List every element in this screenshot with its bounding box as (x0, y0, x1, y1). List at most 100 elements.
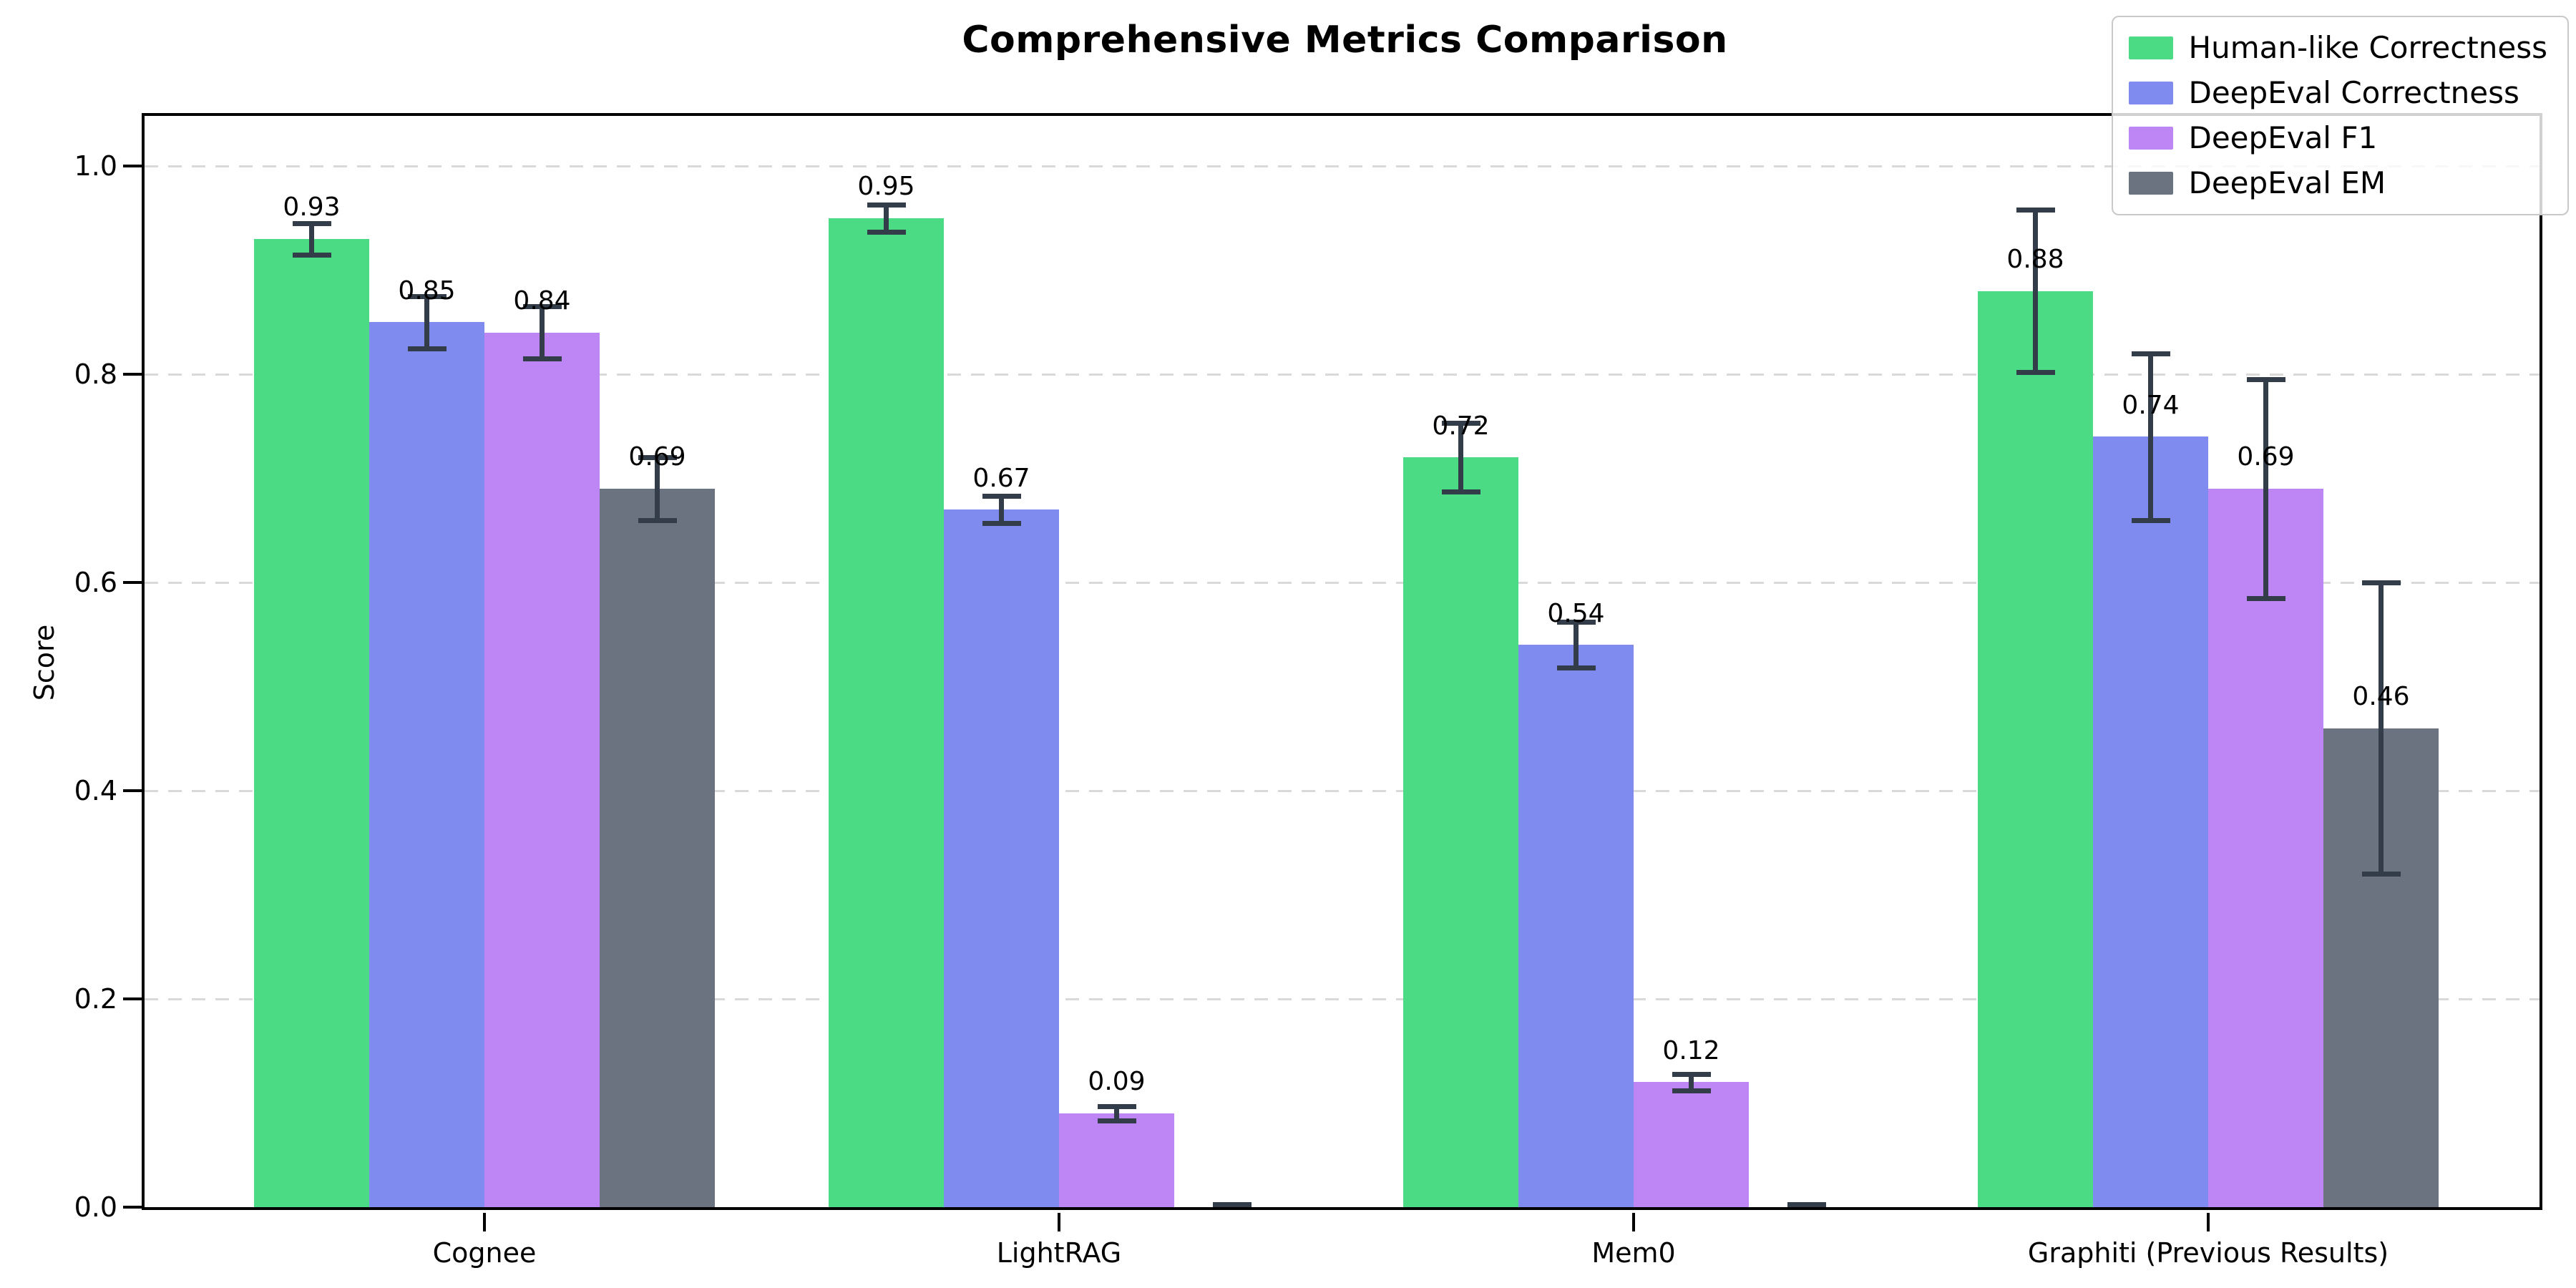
gridline-0.8 (145, 373, 2540, 376)
bar-value-label: 0.46 (2352, 682, 2410, 712)
bar-deepeval-correctness-2 (1518, 645, 1634, 1207)
y-tick-mark (123, 165, 142, 167)
bar-human-like-correctness-2 (1403, 457, 1518, 1207)
bar-value-label: 0.67 (972, 463, 1030, 493)
error-bar-cap-bottom (292, 252, 331, 258)
error-bar-cap-top (292, 221, 331, 227)
bar-deepeval-correctness-0 (369, 322, 484, 1207)
legend-item: DeepEval F1 (2128, 120, 2548, 156)
gridline-0.6 (145, 581, 2540, 584)
error-bar-cap-top (2016, 208, 2055, 213)
x-tick-label-0: Cognee (432, 1237, 537, 1269)
bar-value-label: 0.09 (1088, 1067, 1146, 1097)
error-bar-line (884, 204, 889, 232)
error-bar-line (1574, 622, 1579, 668)
error-bar-cap-top (522, 304, 562, 310)
x-tick-mark (1632, 1213, 1635, 1231)
y-tick-mark (123, 1206, 142, 1209)
bar-deepeval-f1-0 (484, 332, 600, 1207)
legend-label: DeepEval EM (2188, 165, 2386, 200)
bar-value-label: 0.54 (1547, 598, 1605, 628)
bar-value-label: 0.69 (2237, 442, 2295, 472)
error-bar-cap-top (2131, 351, 2170, 356)
error-bar-cap-bottom (1556, 665, 1596, 671)
bar-human-like-correctness-1 (829, 218, 944, 1207)
error-bar-cap-bottom (2361, 872, 2401, 877)
error-bar-line (424, 296, 429, 348)
bar-deepeval-f1-3 (2208, 489, 2323, 1207)
error-bar-line (999, 496, 1004, 524)
error-bar-cap-top (1672, 1071, 1711, 1077)
error-bar-cap-top (1556, 620, 1596, 625)
y-tick-label: 0.8 (74, 358, 117, 390)
y-tick-label: 0.6 (74, 567, 117, 598)
legend-swatch-icon (2128, 127, 2173, 150)
legend-swatch-icon (2128, 82, 2173, 104)
bar-value-label: 0.84 (513, 286, 571, 316)
error-bar-line (2263, 379, 2268, 598)
error-bar-cap-top (1212, 1201, 1252, 1207)
error-bar-cap-top (1787, 1201, 1826, 1207)
legend-item: Human-like Correctness (2128, 30, 2548, 66)
y-tick-label: 0.4 (74, 775, 117, 806)
legend-item: DeepEval EM (2128, 165, 2548, 201)
bar-deepeval-correctness-1 (944, 509, 1059, 1207)
error-bar-cap-bottom (2131, 517, 2170, 523)
x-tick-label-2: Mem0 (1591, 1237, 1676, 1269)
y-tick-mark (123, 581, 142, 584)
bar-value-label: 0.69 (628, 442, 686, 472)
error-bar-cap-top (1097, 1103, 1136, 1109)
error-bar-cap-bottom (407, 346, 447, 351)
bar-value-label: 0.85 (398, 275, 456, 306)
gridline-0.4 (145, 789, 2540, 792)
error-bar-cap-top (2246, 377, 2285, 383)
error-bar-cap-top (638, 455, 677, 461)
legend-swatch-icon (2128, 172, 2173, 195)
x-tick-label-3: Graphiti (Previous Results) (2027, 1237, 2389, 1269)
y-tick-label: 0.0 (74, 1191, 117, 1223)
bar-human-like-correctness-0 (254, 238, 369, 1207)
plot-area: 0.93 0.95 0.72 0.88 0.85 0.67 0.54 0.74 0.84 0.09… (142, 113, 2542, 1210)
error-bar-cap-top (2361, 580, 2401, 585)
chart-title: Comprehensive Metrics Comparison (962, 19, 1728, 62)
x-tick-mark (1058, 1213, 1060, 1231)
legend-label: Human-like Correctness (2188, 30, 2548, 65)
error-bar-line (2033, 210, 2038, 373)
legend-item: DeepEval Correctness (2128, 75, 2548, 111)
error-bar-line (2379, 582, 2384, 874)
bar-human-like-correctness-3 (1978, 291, 2093, 1207)
legend: Human-like Correctness DeepEval Correctne… (2111, 16, 2569, 215)
error-bar-cap-bottom (1672, 1088, 1711, 1094)
gridline-1.0 (145, 165, 2540, 167)
gridline-0.2 (145, 997, 2540, 1000)
error-bar-cap-bottom (638, 517, 677, 523)
error-bar-cap-bottom (2016, 370, 2055, 376)
error-bar-cap-top (407, 293, 447, 299)
legend-swatch-icon (2128, 36, 2173, 59)
error-bar-cap-bottom (1441, 489, 1480, 495)
error-bar-line (540, 306, 545, 359)
error-bar-line (1114, 1106, 1119, 1121)
error-bar-cap-bottom (1097, 1118, 1136, 1124)
error-bar-cap-bottom (867, 229, 906, 235)
bar-deepeval-f1-1 (1059, 1113, 1174, 1207)
legend-label: DeepEval F1 (2188, 120, 2378, 155)
x-tick-mark (2207, 1213, 2210, 1231)
error-bar-line (655, 457, 660, 520)
error-bar-cap-top (1441, 421, 1480, 426)
error-bar-line (309, 223, 314, 255)
y-tick-label: 1.0 (74, 150, 117, 182)
x-tick-mark (483, 1213, 486, 1231)
y-tick-mark (123, 789, 142, 792)
y-tick-mark (123, 373, 142, 376)
y-axis-title: Score (29, 624, 60, 701)
bar-deepeval-em-0 (600, 489, 715, 1207)
error-bar-cap-bottom (982, 521, 1021, 527)
bar-value-label: 0.74 (2122, 390, 2180, 420)
error-bar-cap-top (982, 494, 1021, 499)
bar-value-label: 0.88 (2006, 244, 2064, 274)
error-bar-cap-bottom (522, 356, 562, 362)
bar-value-label: 0.93 (283, 192, 341, 223)
bar-value-label: 0.95 (857, 172, 915, 202)
